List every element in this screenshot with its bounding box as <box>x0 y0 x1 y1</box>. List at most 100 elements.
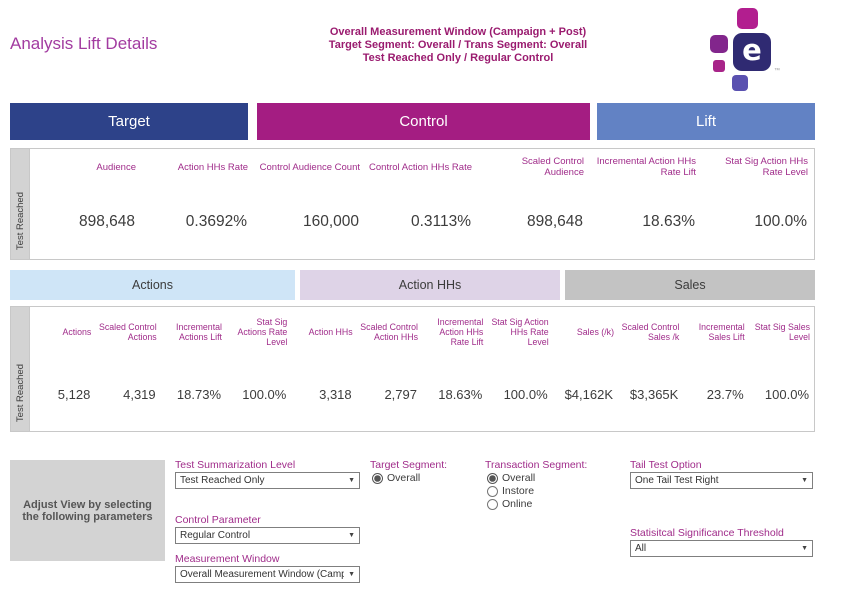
cell-sales-k: $4,162K <box>564 386 613 402</box>
measurement-window-label: Measurement Window <box>175 553 280 565</box>
selected-value: Test Reached Only <box>180 475 265 486</box>
column-header-incremental-action-hhs-rate-lift: Incremental Action HHs Rate Lift <box>596 156 696 178</box>
selected-value: Overall Measurement Window (Campaign + .… <box>180 569 345 580</box>
dropdown-arrow-icon: ▼ <box>348 532 355 539</box>
logo-letter: e <box>742 33 762 67</box>
cell-control-action-hhs-rate: 0.3113% <box>410 213 471 230</box>
dropdown-arrow-icon: ▼ <box>348 477 355 484</box>
stat-sig-threshold-label: Statisitcal Significance Threshold <box>630 527 784 539</box>
transaction-overall-radio[interactable] <box>487 472 498 484</box>
row-label: Test Reached <box>14 363 26 423</box>
detail-table: Test Reached Actions Scaled Control Acti… <box>10 306 815 432</box>
test-summarization-label: Test Summarization Level <box>175 459 296 471</box>
cell-action-hhs: 3,318 <box>319 386 352 402</box>
section-header-target: Target <box>10 103 248 140</box>
column-header-control-action-hhs-rate: Control Action HHs Rate <box>369 161 472 173</box>
stat-sig-threshold-select[interactable]: All ▼ <box>630 540 813 557</box>
dropdown-arrow-icon: ▼ <box>801 545 808 552</box>
transaction-segment-option-overall[interactable]: Overall <box>487 472 535 484</box>
column-header-stat-sig-action-hhs-rate-level: Stat Sig Action HHs Rate Level <box>725 156 808 178</box>
cell-scaled-control-audience: 898,648 <box>526 213 583 230</box>
column-header-stat-sig-action-hhs-rate-level: Stat Sig Action HHs Rate Level <box>491 317 549 347</box>
column-header-action-hhs: Action HHs <box>308 327 353 337</box>
section-header-actions: Actions <box>10 270 295 300</box>
cell-scaled-control-actions: 4,319 <box>123 386 156 402</box>
cell-incremental-actions-lift: 18.73% <box>176 386 221 402</box>
logo-square-purple <box>710 35 728 53</box>
column-header-stat-sig-sales-level: Stat Sig Sales Level <box>754 322 810 342</box>
cell-control-audience-count: 160,000 <box>302 213 359 230</box>
column-header-sales-k: Sales (/k) <box>576 327 614 337</box>
measurement-window-select[interactable]: Overall Measurement Window (Campaign + .… <box>175 566 360 583</box>
column-header-stat-sig-actions-rate-level: Stat Sig Actions Rate Level <box>237 317 288 347</box>
cell-stat-sig-action-hhs-rate-level: 100.0% <box>503 386 548 402</box>
column-header-actions: Actions <box>62 327 92 337</box>
cell-stat-sig-actions-rate-level: 100.0% <box>242 386 287 402</box>
column-header-scaled-control-actions: Scaled Control Actions <box>98 322 157 342</box>
tail-test-option-select[interactable]: One Tail Test Right ▼ <box>630 472 813 489</box>
radio-label: Overall <box>502 472 536 484</box>
summary-table: Test Reached Audience Action HHs Rate Co… <box>10 148 815 260</box>
adjust-view-panel: Adjust View by selecting the following p… <box>10 460 165 561</box>
radio-label: Instore <box>502 485 535 497</box>
column-header-scaled-control-sales-k: Scaled Control Sales /k <box>621 322 680 342</box>
cell-stat-sig-sales-level: 100.0% <box>764 386 809 402</box>
logo-e-mark: e <box>733 33 771 71</box>
transaction-online-radio[interactable] <box>487 498 498 510</box>
control-parameter-label: Control Parameter <box>175 514 261 526</box>
column-header-control-audience-count: Control Audience Count <box>259 161 360 173</box>
target-overall-radio[interactable] <box>372 472 383 484</box>
radio-label: Online <box>502 498 533 510</box>
column-header-incremental-action-hhs-rate-lift: Incremental Action HHs Rate Lift <box>437 317 484 347</box>
control-parameter-select[interactable]: Regular Control ▼ <box>175 527 360 544</box>
report-header-line-3: Test Reached Only / Regular Control <box>362 52 554 64</box>
target-segment-label: Target Segment: <box>370 459 448 471</box>
trademark-symbol: ™ <box>774 68 780 74</box>
cell-action-hhs-rate: 0.3692% <box>185 213 247 230</box>
cell-actions: 5,128 <box>57 386 91 402</box>
cell-audience: 898,648 <box>78 213 135 230</box>
cell-incremental-action-hhs-rate-lift: 18.63% <box>438 386 483 402</box>
row-label-spacer <box>11 307 29 355</box>
dropdown-arrow-icon: ▼ <box>348 571 355 578</box>
report-header-line-1: Overall Measurement Window (Campaign + P… <box>329 26 587 38</box>
cell-scaled-control-action-hhs: 2,797 <box>384 386 417 402</box>
transaction-segment-option-online[interactable]: Online <box>487 498 532 510</box>
section-header-action-hhs: Action HHs <box>300 270 560 300</box>
cell-stat-sig-action-hhs-rate-level: 100.0% <box>754 213 807 230</box>
adjust-view-text: Adjust View by selecting the following p… <box>22 498 153 523</box>
tail-test-option-label: Tail Test Option <box>630 459 702 471</box>
cell-incremental-action-hhs-rate-lift: 18.63% <box>642 213 695 230</box>
selected-value: All <box>635 543 647 554</box>
transaction-segment-option-instore[interactable]: Instore <box>487 485 534 497</box>
page-title: Analysis Lift Details <box>10 34 158 53</box>
logo-square-small <box>713 60 725 72</box>
column-header-audience: Audience <box>96 161 136 173</box>
row-label: Test Reached <box>14 191 26 251</box>
report-header: Overall Measurement Window (Campaign + P… <box>218 26 698 65</box>
column-header-incremental-actions-lift: Incremental Actions Lift <box>176 322 222 342</box>
target-segment-option-overall[interactable]: Overall <box>372 472 420 484</box>
logo-square-magenta <box>737 8 758 29</box>
transaction-instore-radio[interactable] <box>487 485 498 497</box>
logo-square-blue <box>732 75 748 91</box>
row-label-cell: Test Reached <box>11 149 30 259</box>
cell-incremental-sales-lift: 23.7% <box>706 386 744 402</box>
row-label-spacer <box>11 149 29 183</box>
section-header-control: Control <box>257 103 590 140</box>
selected-value: One Tail Test Right <box>635 475 719 486</box>
column-header-scaled-control-action-hhs: Scaled Control Action HHs <box>360 322 418 342</box>
brand-logo: e ™ <box>703 8 789 98</box>
transaction-segment-label: Transaction Segment: <box>485 459 588 471</box>
dropdown-arrow-icon: ▼ <box>801 477 808 484</box>
section-header-sales: Sales <box>565 270 815 300</box>
cell-scaled-control-sales-k: $3,365K <box>629 386 679 402</box>
row-label-cell: Test Reached <box>11 307 30 431</box>
column-header-incremental-sales-lift: Incremental Sales Lift <box>698 322 745 342</box>
column-header-scaled-control-audience: Scaled Control Audience <box>521 156 584 178</box>
section-header-lift: Lift <box>597 103 815 140</box>
report-header-line-2: Target Segment: Overall / Trans Segment:… <box>328 39 588 51</box>
test-summarization-select[interactable]: Test Reached Only ▼ <box>175 472 360 489</box>
selected-value: Regular Control <box>180 530 251 541</box>
